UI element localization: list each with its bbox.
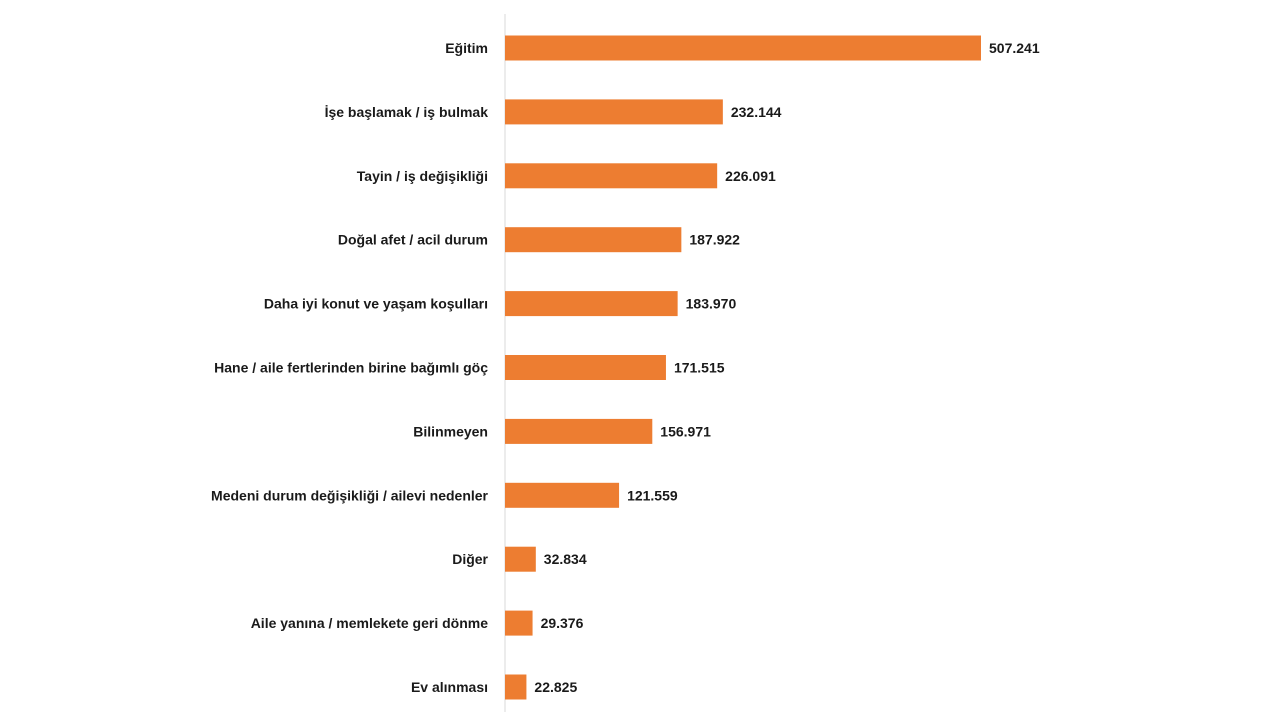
- category-label: Daha iyi konut ve yaşam koşulları: [264, 296, 488, 312]
- category-label: Ev alınması: [411, 679, 488, 695]
- category-label: Tayin / iş değişikliği: [357, 168, 488, 184]
- bars-group: [505, 35, 981, 700]
- bar: [505, 99, 723, 125]
- bar: [505, 674, 527, 700]
- category-labels-group: Eğitim İşe başlamak / iş bulmak Tayin / iş…: [211, 40, 489, 695]
- bar: [505, 163, 718, 189]
- value-label: 121.559: [627, 487, 678, 503]
- bar: [505, 227, 682, 253]
- value-label: 171.515: [674, 360, 725, 376]
- category-label: Doğal afet / acil durum: [338, 232, 488, 248]
- bar: [505, 291, 678, 317]
- bar: [505, 610, 533, 636]
- value-label: 32.834: [544, 551, 587, 567]
- category-label: İşe başlamak / iş bulmak: [325, 104, 489, 120]
- value-label: 22.825: [534, 679, 577, 695]
- bar: [505, 355, 666, 380]
- value-label: 226.091: [725, 168, 776, 184]
- value-label: 507.241: [989, 40, 1040, 56]
- value-label: 187.922: [689, 232, 740, 248]
- bar: [505, 35, 981, 61]
- category-label: Diğer: [452, 551, 488, 567]
- value-label: 29.376: [541, 615, 584, 631]
- category-label: Hane / aile fertlerinden birine bağımlı …: [214, 360, 488, 376]
- bar: [505, 418, 653, 444]
- value-labels-group: 507.241 232.144 226.091 187.922 183.970 171.5…: [534, 40, 1039, 695]
- value-label: 156.971: [660, 423, 711, 439]
- bar: [505, 546, 536, 572]
- bar: [505, 482, 620, 508]
- category-label: Eğitim: [445, 40, 488, 56]
- value-label: 183.970: [686, 296, 737, 312]
- category-label: Aile yanına / memlekete geri dönme: [251, 615, 489, 631]
- category-label: Medeni durum değişikliği / ailevi nedenl…: [211, 487, 489, 503]
- value-label: 232.144: [731, 104, 782, 120]
- category-label: Bilinmeyen: [413, 423, 488, 439]
